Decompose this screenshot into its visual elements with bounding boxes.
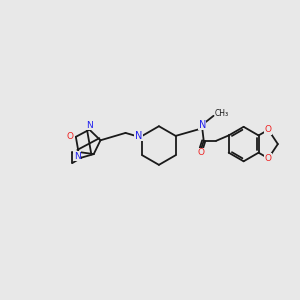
Text: O: O (198, 148, 205, 157)
Text: N: N (199, 120, 206, 130)
Text: O: O (67, 132, 74, 141)
Text: O: O (265, 154, 272, 163)
Text: N: N (74, 152, 80, 160)
Text: N: N (135, 131, 142, 141)
Text: O: O (265, 125, 272, 134)
Text: CH₃: CH₃ (215, 109, 229, 118)
Text: N: N (86, 121, 93, 130)
